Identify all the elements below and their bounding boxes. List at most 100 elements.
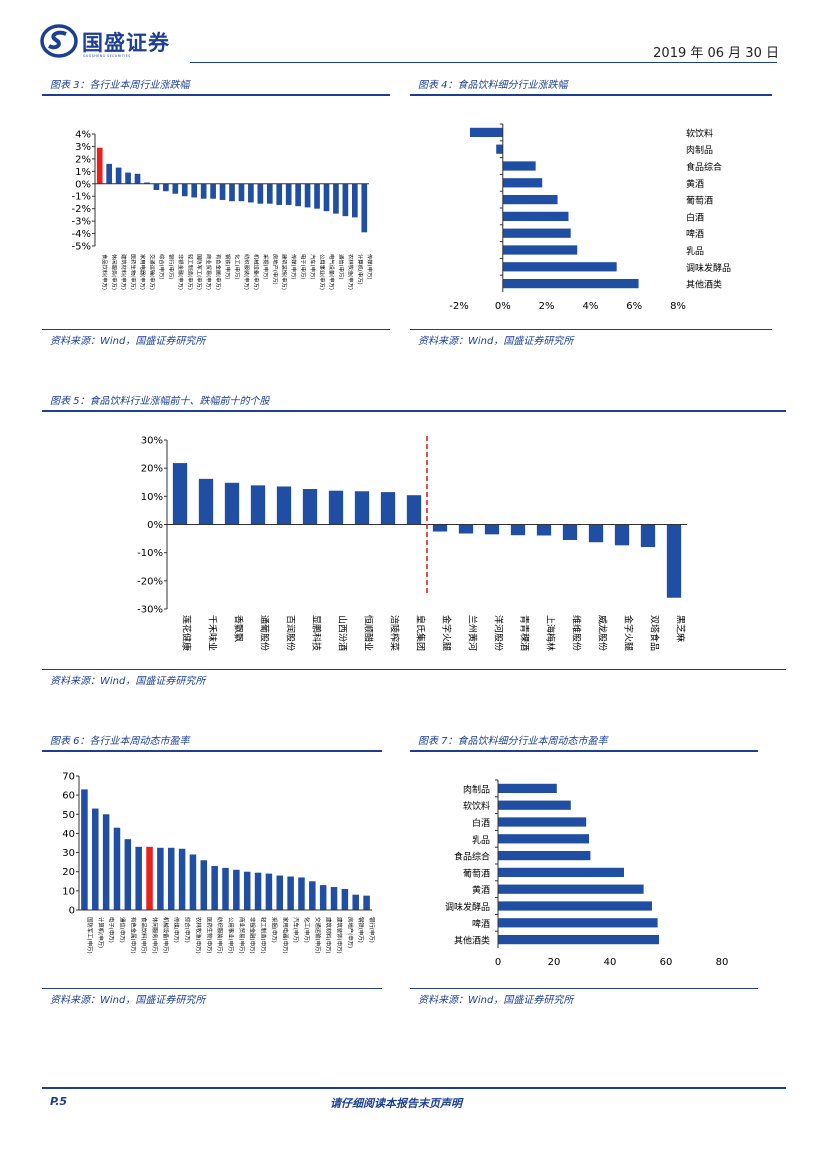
x-tick-label: 涪陵榨菜 [389,615,401,651]
y-tick-label: 20% [141,464,163,475]
bar [157,847,164,910]
figure4-source: 资料来源：Wind，国盛证券研究所 [418,336,574,347]
bar [167,847,175,910]
bar [250,485,266,525]
x-tick-label: 8% [670,301,686,312]
category-label: 调味发酵品 [686,262,731,274]
header-divider [190,62,777,63]
y-tick-label: 0 [69,906,75,917]
x-tick-label: 房地产(申万) [271,254,279,285]
bar [510,524,526,536]
bar [254,872,262,910]
x-tick-label: 商业贸易(申万) [205,254,213,290]
bar [287,876,294,910]
bar [498,834,589,844]
bar [113,827,121,910]
bar [309,881,316,910]
x-tick-label: 电子(申万) [108,917,116,943]
x-tick-label: 国防军工(申万) [196,254,204,290]
x-tick-label: 80 [716,957,729,968]
category-label: 食品综合 [454,851,490,863]
x-tick-label: -2% [449,301,468,312]
bar [276,486,292,525]
bar [502,228,571,238]
bar [106,163,113,184]
category-label: 啤酒 [686,228,704,240]
bar [191,183,198,198]
bar [96,147,103,184]
bar [265,873,273,910]
x-tick-label: 0% [495,301,511,312]
bar [330,887,338,910]
y-tick-label: -1% [72,192,91,203]
x-tick-label: 公用事业(申万) [319,254,327,290]
x-tick-label: 医药生物(申万) [130,254,138,290]
y-tick-label: 2% [75,154,91,165]
bar [163,183,169,192]
category-label: 葡萄酒 [686,195,713,207]
x-tick-label: 2% [539,301,555,312]
category-label: 肉制品 [463,783,490,795]
x-tick-label: 通信(申万) [337,254,345,279]
bar [198,478,214,525]
category-label: 白酒 [686,211,704,223]
bar [243,871,251,910]
category-label: 软饮料 [463,800,490,812]
x-tick-label: 综合(申万) [184,917,192,943]
x-tick-label: 建筑材料(申万) [120,254,128,290]
category-label: 其他酒类 [454,935,490,947]
bar [153,183,160,190]
figure7-source: 资料来源：Wind，国盛证券研究所 [418,995,574,1006]
y-tick-label: 10% [141,492,163,503]
x-tick-label: 综合(申万) [158,254,166,279]
x-tick-label: 黑芝麻 [675,615,687,642]
x-tick-label: 汽车(申万) [309,254,317,279]
figure6-source-rule [42,988,382,989]
x-tick-label: 兰州黄河 [467,615,479,651]
bar [502,194,558,205]
x-tick-label: 千禾味业 [207,615,219,651]
bar [276,183,283,205]
bar [354,491,370,525]
category-label: 乳品 [472,834,490,846]
figure3-title-rule [42,94,390,96]
bar [363,895,370,910]
company-name: 国盛证券 [82,31,170,55]
page-number: P.5 [50,1095,68,1108]
x-tick-label: 化工(申万) [303,917,311,943]
x-tick-label: 香飘飘 [233,615,244,642]
figure7-source-rule [410,988,758,989]
bar [92,808,99,910]
bar [178,848,186,910]
x-tick-label: 交通运输(申万) [148,254,156,290]
y-tick-label: -30% [137,605,163,616]
x-tick-label: 非银金融(申万) [177,254,185,290]
bar [314,183,320,209]
x-tick-label: 食品饮料(申万) [140,917,148,954]
y-tick-label: -10% [137,548,163,559]
bar [498,884,644,894]
category-label: 黄酒 [686,178,704,190]
bar [102,814,110,910]
x-tick-label: 机械设备(申万) [252,254,260,290]
bar [229,183,235,202]
y-tick-label: -2% [72,204,91,215]
bar [640,524,656,548]
company-logo-icon [40,24,78,58]
y-tick-label: 10 [62,886,75,897]
x-tick-label: 商业贸易(申万) [238,917,246,954]
y-tick-label: -5% [72,242,91,253]
bar [380,492,396,525]
y-tick-label: 40 [62,829,75,840]
bar [172,183,179,194]
bar [666,524,682,598]
figure6-title: 图表 6：各行业本周动态市盈率 [50,736,190,747]
bar [189,854,197,910]
bar [498,800,571,810]
bar [498,918,658,928]
bar [562,524,578,540]
figure7-title: 图表 7：食品饮料细分行业本周动态市盈率 [418,736,608,747]
figure3-title: 图表 3：各行业本周行业涨跌幅 [50,80,190,91]
